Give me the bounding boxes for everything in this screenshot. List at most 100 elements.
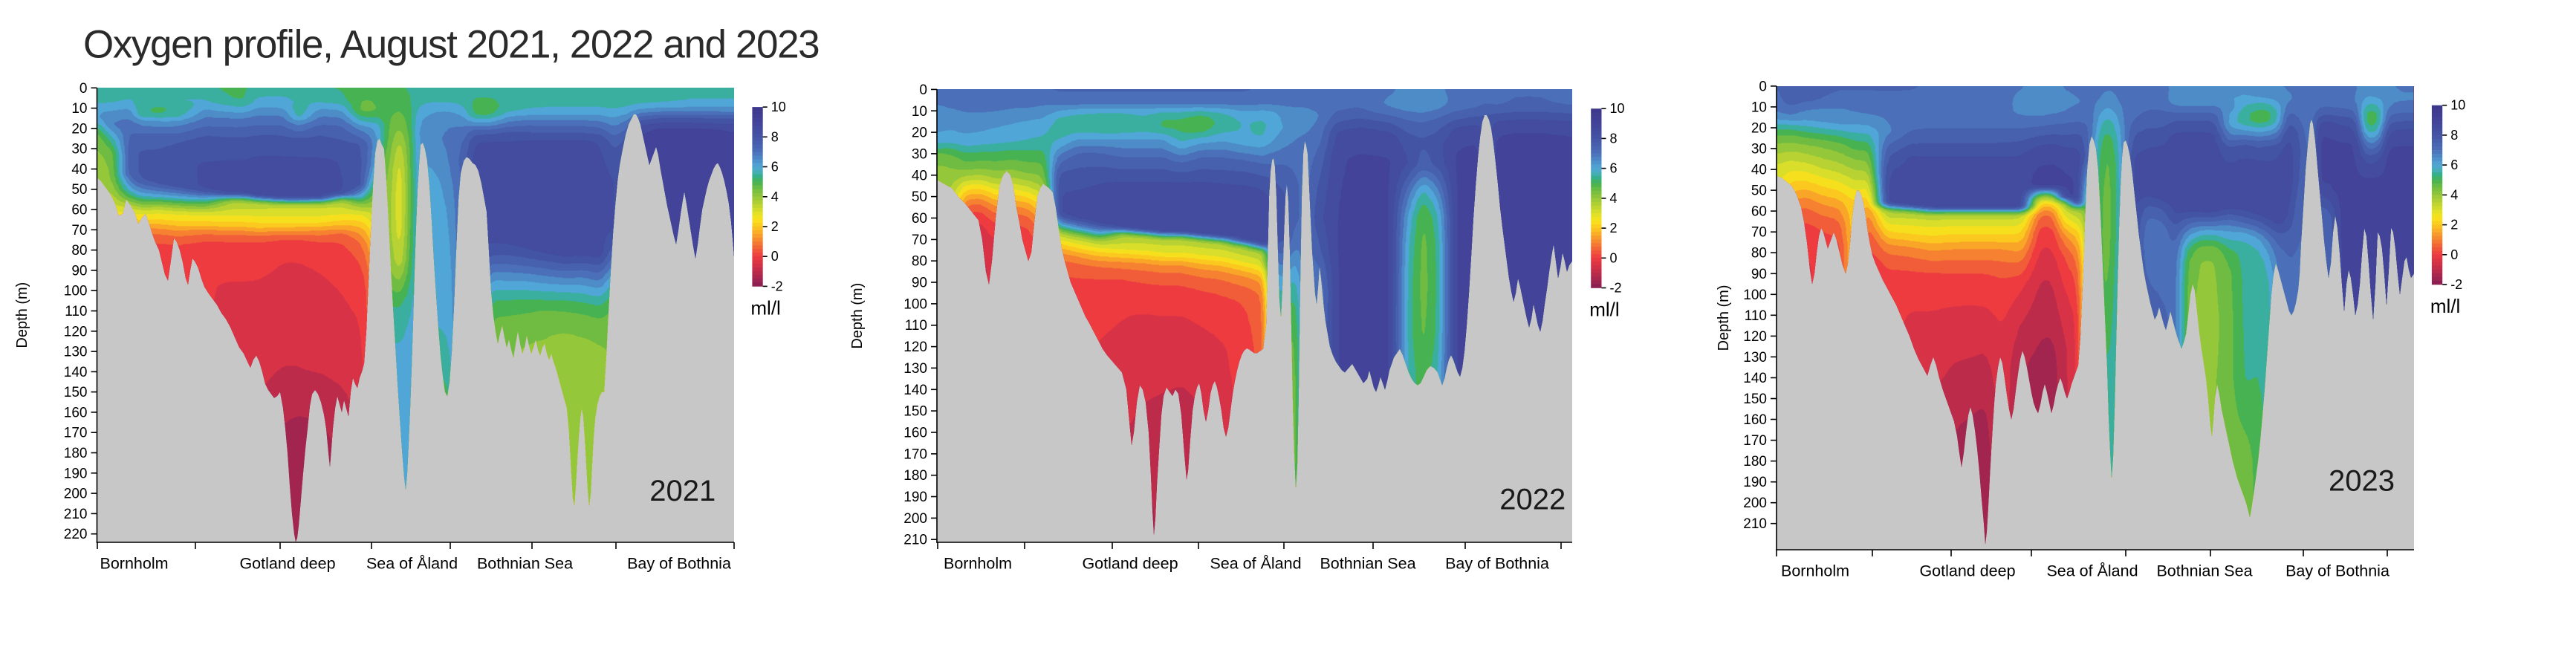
- svg-text:140: 140: [903, 383, 927, 398]
- svg-text:160: 160: [64, 405, 88, 420]
- svg-text:8: 8: [2450, 128, 2458, 143]
- svg-text:20: 20: [71, 121, 87, 137]
- svg-text:2: 2: [771, 219, 779, 234]
- svg-text:160: 160: [1743, 412, 1767, 428]
- svg-text:10: 10: [912, 104, 927, 120]
- svg-text:Gotland deep: Gotland deep: [1919, 562, 2015, 580]
- svg-text:10: 10: [1610, 101, 1625, 116]
- svg-text:180: 180: [64, 446, 88, 461]
- svg-text:100: 100: [903, 296, 927, 312]
- svg-text:Bay of Bothnia: Bay of Bothnia: [2285, 562, 2390, 580]
- svg-text:0: 0: [2450, 247, 2458, 262]
- svg-text:Depth (m): Depth (m): [1716, 285, 1732, 351]
- svg-text:60: 60: [1751, 204, 1767, 220]
- svg-text:80: 80: [71, 243, 87, 259]
- svg-text:70: 70: [1751, 225, 1767, 241]
- svg-text:210: 210: [903, 533, 927, 548]
- svg-text:60: 60: [912, 211, 927, 227]
- svg-text:140: 140: [1743, 371, 1767, 386]
- svg-text:110: 110: [65, 304, 87, 319]
- svg-text:8: 8: [1610, 131, 1618, 146]
- svg-text:0: 0: [771, 249, 779, 264]
- svg-text:210: 210: [1743, 516, 1767, 532]
- svg-text:80: 80: [1751, 246, 1767, 261]
- svg-text:200: 200: [1743, 496, 1767, 511]
- svg-text:200: 200: [903, 511, 927, 527]
- svg-text:190: 190: [1743, 475, 1767, 490]
- svg-text:130: 130: [903, 361, 927, 377]
- svg-text:120: 120: [903, 340, 927, 355]
- svg-text:40: 40: [1751, 163, 1767, 178]
- svg-text:30: 30: [1751, 142, 1767, 157]
- svg-text:30: 30: [71, 142, 87, 157]
- svg-text:60: 60: [71, 203, 87, 218]
- svg-text:50: 50: [912, 189, 927, 205]
- svg-text:Sea of Åland: Sea of Åland: [366, 555, 458, 573]
- svg-text:160: 160: [903, 426, 927, 441]
- svg-text:150: 150: [1743, 392, 1767, 407]
- svg-text:Sea of Åland: Sea of Åland: [1210, 555, 1301, 573]
- svg-text:Bothnian Sea: Bothnian Sea: [1320, 555, 1415, 573]
- svg-text:10: 10: [71, 101, 87, 117]
- svg-text:10: 10: [1751, 100, 1767, 115]
- svg-text:20: 20: [1751, 121, 1767, 137]
- svg-text:Bay of Bothnia: Bay of Bothnia: [627, 555, 731, 573]
- svg-text:Sea of Åland: Sea of Åland: [2046, 562, 2138, 580]
- svg-text:2023: 2023: [2329, 464, 2395, 497]
- svg-text:30: 30: [912, 146, 927, 162]
- svg-text:ml/l: ml/l: [1589, 299, 1619, 321]
- svg-text:100: 100: [1743, 287, 1767, 303]
- svg-text:70: 70: [912, 233, 927, 248]
- svg-text:2022: 2022: [1499, 484, 1566, 516]
- svg-text:130: 130: [1743, 350, 1767, 366]
- svg-text:90: 90: [912, 276, 927, 291]
- svg-text:150: 150: [903, 404, 927, 420]
- svg-text:-2: -2: [1610, 281, 1622, 296]
- svg-text:70: 70: [71, 223, 87, 238]
- svg-text:4: 4: [2450, 187, 2458, 202]
- svg-text:20: 20: [912, 126, 927, 141]
- svg-text:0: 0: [919, 82, 927, 98]
- svg-text:100: 100: [64, 284, 88, 299]
- svg-text:-2: -2: [2450, 277, 2462, 292]
- svg-text:Gotland deep: Gotland deep: [1082, 555, 1178, 573]
- svg-text:4: 4: [1610, 191, 1618, 206]
- svg-text:Depth (m): Depth (m): [849, 283, 866, 349]
- svg-text:180: 180: [1743, 454, 1767, 470]
- svg-text:2: 2: [1610, 221, 1618, 235]
- svg-text:8: 8: [771, 129, 779, 144]
- svg-text:180: 180: [903, 468, 927, 484]
- svg-text:Bornholm: Bornholm: [944, 555, 1012, 573]
- svg-text:40: 40: [912, 168, 927, 183]
- svg-text:Bornholm: Bornholm: [1781, 562, 1849, 580]
- svg-text:50: 50: [1751, 183, 1767, 199]
- svg-text:Depth (m): Depth (m): [14, 282, 30, 348]
- svg-text:0: 0: [1610, 250, 1618, 265]
- svg-text:120: 120: [1743, 329, 1767, 345]
- svg-text:Oxygen profile, August 2021, 2: Oxygen profile, August 2021, 2022 and 20…: [83, 23, 819, 67]
- svg-text:210: 210: [64, 507, 88, 522]
- svg-text:10: 10: [2450, 98, 2465, 113]
- svg-text:120: 120: [64, 324, 88, 340]
- svg-text:6: 6: [2450, 157, 2458, 172]
- svg-text:ml/l: ml/l: [2430, 295, 2460, 317]
- svg-text:40: 40: [71, 162, 87, 178]
- svg-text:90: 90: [1751, 267, 1767, 282]
- svg-text:190: 190: [64, 466, 88, 481]
- svg-text:50: 50: [71, 182, 87, 198]
- svg-text:190: 190: [903, 490, 927, 505]
- svg-text:Bothnian Sea: Bothnian Sea: [2156, 562, 2252, 580]
- svg-text:150: 150: [64, 385, 88, 400]
- svg-text:0: 0: [80, 81, 88, 97]
- svg-text:6: 6: [1610, 161, 1618, 176]
- svg-text:Bornholm: Bornholm: [100, 555, 168, 573]
- svg-text:0: 0: [1759, 79, 1767, 94]
- svg-text:10: 10: [771, 100, 786, 114]
- svg-text:4: 4: [771, 189, 779, 204]
- svg-text:110: 110: [1745, 308, 1767, 324]
- svg-text:2021: 2021: [649, 475, 716, 507]
- svg-text:220: 220: [64, 527, 88, 542]
- svg-text:Bay of Bothnia: Bay of Bothnia: [1445, 555, 1549, 573]
- svg-text:110: 110: [905, 318, 927, 334]
- svg-text:Gotland deep: Gotland deep: [239, 555, 335, 573]
